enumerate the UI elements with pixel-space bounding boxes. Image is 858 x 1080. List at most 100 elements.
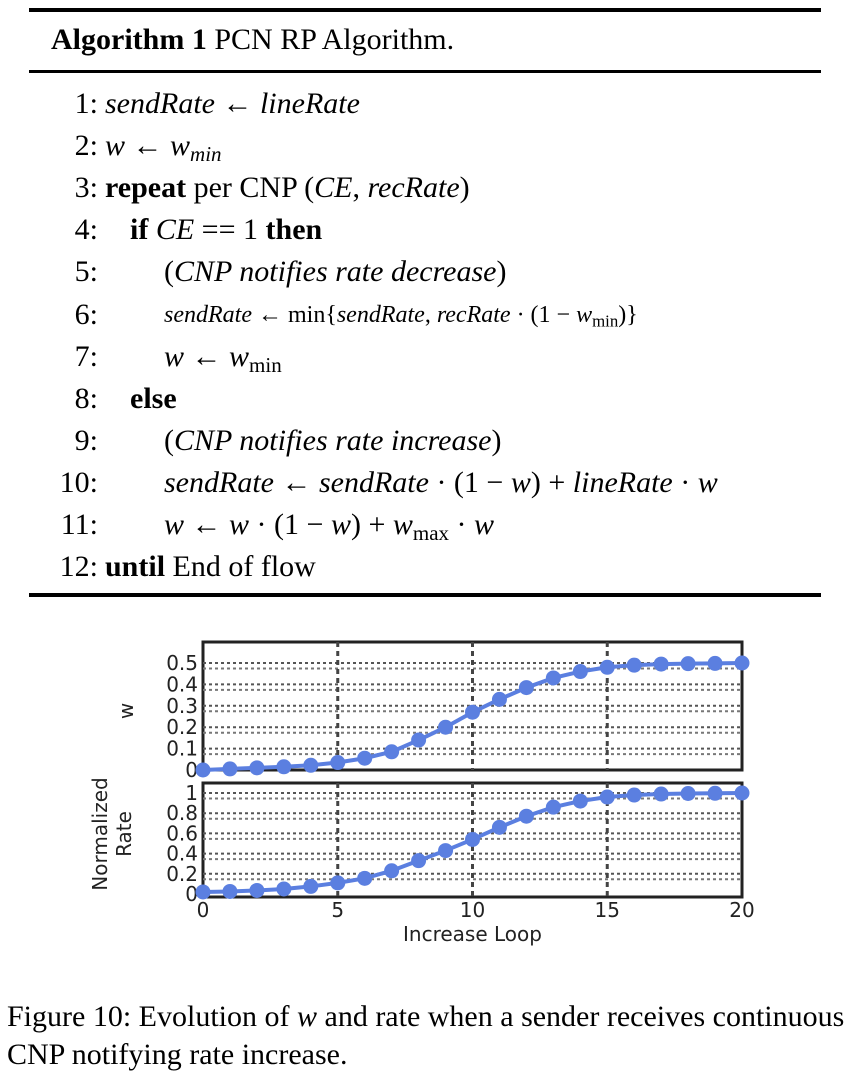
code-token: w (697, 466, 718, 499)
data-point (276, 759, 292, 775)
code-token: recRate (367, 171, 460, 204)
code-token: ) (491, 424, 502, 457)
y-tick-label: 0.4 (166, 672, 198, 696)
code-token: w (170, 129, 191, 162)
data-point (303, 878, 319, 894)
data-point (330, 875, 346, 891)
algorithm-title: Algorithm 1 PCN RP Algorithm. (51, 20, 454, 60)
code-token: per CNP ( (186, 171, 315, 204)
line-code: sendRate ← min{sendRate, recRate · (1 − … (164, 295, 638, 335)
line-number: 10: (59, 466, 98, 499)
x-tick-label: 15 (595, 898, 620, 922)
code-token: ← (214, 87, 260, 120)
code-token: == 1 (194, 213, 266, 246)
line-code: w ← w · (1 − w) + wmax · w (164, 505, 494, 545)
code-token: , (424, 302, 437, 328)
data-point (734, 655, 750, 671)
y-axis-label: w (114, 703, 138, 719)
data-point (195, 762, 211, 778)
y-tick-label: 0.6 (166, 821, 198, 845)
algorithm-label: Algorithm 1 (51, 23, 207, 56)
caption-suffix: and rate when a sender receives continuo… (7, 1000, 845, 1071)
data-point (626, 657, 642, 673)
code-token: until (105, 550, 166, 583)
line-code: repeat per CNP (CE, recRate) (105, 168, 470, 208)
data-point (222, 883, 238, 899)
line-code: (CNP notifies rate decrease) (164, 252, 506, 292)
code-token: ← min{ (251, 302, 337, 328)
line-number: 12: (59, 550, 98, 583)
data-point (222, 761, 238, 777)
code-token: else (130, 382, 177, 415)
caption-var: w (296, 1000, 317, 1033)
code-token: w (576, 302, 593, 328)
code-token (148, 213, 156, 246)
data-point (653, 786, 669, 802)
line-code: else (130, 379, 177, 419)
y-axis-label: NormalizedRate (88, 777, 136, 890)
code-token: · (1 − (510, 302, 577, 328)
data-point (384, 744, 400, 760)
line-number: 1: (74, 87, 98, 120)
code-token: recRate (436, 302, 511, 328)
code-token: sendRate (336, 302, 425, 328)
line-code: until End of flow (105, 547, 316, 587)
line-number: 2: (74, 129, 98, 162)
data-point (707, 785, 723, 801)
x-tick-label: 10 (460, 898, 485, 922)
data-point (384, 863, 400, 879)
y-tick-label: 0 (185, 882, 198, 906)
code-token: repeat (105, 171, 187, 204)
code-token: ← (184, 340, 230, 373)
line-number: 11: (60, 508, 98, 541)
data-point (249, 760, 265, 776)
data-point (599, 789, 615, 805)
bottom-rule (29, 593, 821, 597)
data-point (572, 664, 588, 680)
header-rule (29, 70, 821, 73)
y-tick-label: 0.4 (166, 842, 198, 866)
data-point (545, 799, 561, 815)
code-token: ) + (350, 508, 393, 541)
x-axis-label: Increase Loop (403, 922, 542, 946)
code-token: w (510, 466, 531, 499)
y-axis-label-line: Rate (112, 811, 136, 857)
data-point (491, 819, 507, 835)
caption-prefix: Figure 10: Evolution of (7, 1000, 297, 1033)
code-token: · (1 − (249, 508, 331, 541)
y-tick-label: 0.8 (166, 801, 198, 825)
line-number: 5: (74, 255, 98, 288)
line-number: 9: (74, 424, 98, 457)
code-token: ( (164, 255, 174, 288)
data-point (626, 787, 642, 803)
code-token: max (412, 520, 450, 545)
top-rule (29, 8, 821, 12)
line-number: 8: (74, 382, 98, 415)
x-tick-label: 20 (729, 898, 754, 922)
code-token: w (164, 340, 185, 373)
y-axis-label-line: Normalized (88, 777, 112, 890)
line-code: sendRate ← lineRate (105, 84, 360, 124)
data-point (411, 732, 427, 748)
code-token: then (265, 213, 323, 246)
data-point (465, 704, 480, 720)
code-token: w (474, 508, 495, 541)
x-tick-label: 0 (197, 898, 210, 922)
data-point (303, 757, 319, 773)
line-code: if CE == 1 then (130, 210, 322, 250)
x-tick-label: 5 (331, 898, 344, 922)
code-token: w (392, 508, 413, 541)
line-number: 6: (74, 298, 98, 331)
code-token: CNP notifies rate decrease (174, 255, 497, 288)
data-point (411, 853, 427, 869)
data-point (599, 659, 615, 675)
data-point (734, 785, 750, 801)
code-token: w (229, 508, 250, 541)
code-token: ) (496, 255, 507, 288)
y-tick-label: 0.3 (166, 694, 198, 718)
code-token: CNP notifies rate increase (174, 424, 492, 457)
data-point (330, 755, 346, 771)
code-token: ← (273, 466, 319, 499)
line-code: w ← wmin (164, 337, 282, 377)
data-point (680, 656, 696, 672)
